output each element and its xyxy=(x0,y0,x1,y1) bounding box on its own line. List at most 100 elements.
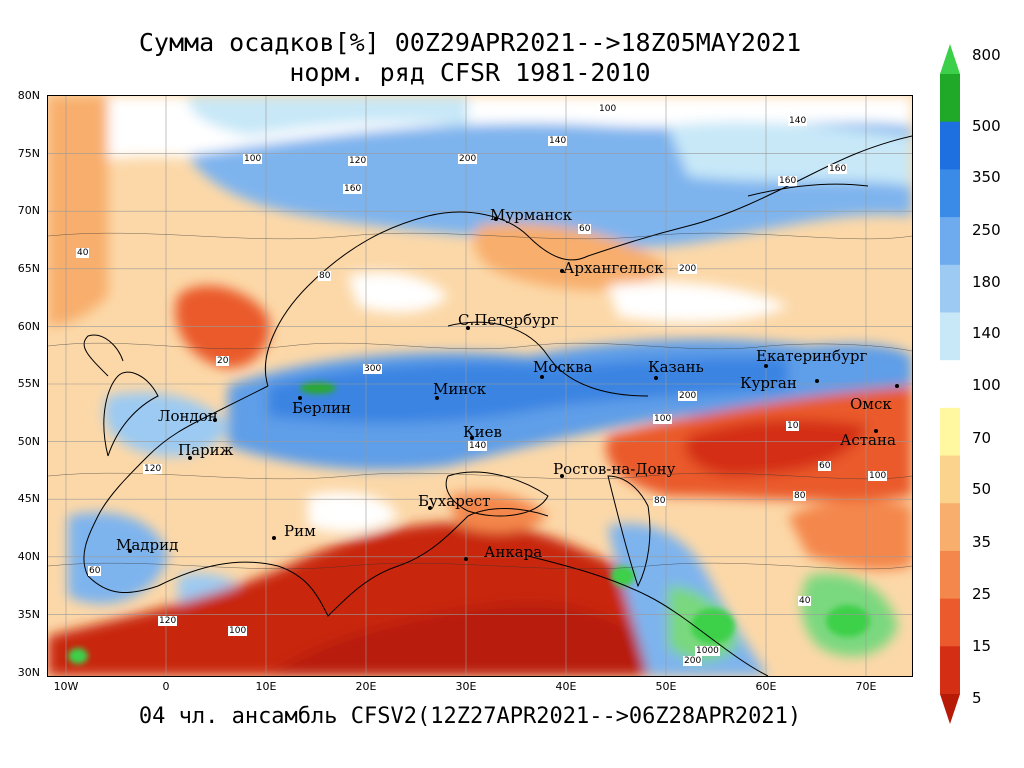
contour-label: 100 xyxy=(243,154,263,164)
city-london: Лондон xyxy=(158,407,218,425)
contour-label: 40 xyxy=(798,596,812,606)
map-canvas xyxy=(48,96,912,676)
city-dot xyxy=(815,379,819,383)
colorbar-label: 15 xyxy=(972,637,992,655)
colorbar-segment xyxy=(940,74,960,123)
colorbar-label: 180 xyxy=(972,273,1001,291)
contour-label: 80 xyxy=(653,496,667,506)
contour-label: 1000 xyxy=(695,646,720,656)
city-dot xyxy=(466,326,470,330)
colorbar-label: 140 xyxy=(972,324,1001,342)
colorbar-label: 100 xyxy=(972,376,1001,394)
colorbar-label: 250 xyxy=(972,221,1001,239)
colorbar-label: 50 xyxy=(972,480,992,498)
lon-label: 10W xyxy=(53,680,79,693)
lon-label: 20E xyxy=(355,680,377,693)
colorbar-label: 500 xyxy=(972,117,1001,135)
lon-label: 10E xyxy=(255,680,277,693)
city-saint-petersburg: С.Петербург xyxy=(458,311,559,329)
city-minsk: Минск xyxy=(433,380,487,398)
city-arkhangelsk: Архангельск xyxy=(563,259,664,277)
colorbar-segment xyxy=(940,44,960,74)
lat-label: 75N xyxy=(17,147,40,160)
city-dot xyxy=(494,217,498,221)
contour-label: 60 xyxy=(818,461,832,471)
colorbar-label: 350 xyxy=(972,168,1001,186)
lat-label: 35N xyxy=(17,608,40,621)
city-murmansk: Мурманск xyxy=(490,206,573,224)
colorbar-segment xyxy=(940,217,960,266)
colorbar-label: 800 xyxy=(972,46,1001,64)
city-dot xyxy=(560,269,564,273)
colorbar-segment xyxy=(940,264,960,313)
contour-label: 40 xyxy=(76,248,90,258)
colorbar-label: 70 xyxy=(972,429,992,447)
city-kiev: Киев xyxy=(463,423,502,441)
city-dot xyxy=(654,376,658,380)
ensemble-caption: 04 чл. ансамбль CFSV2(12Z27APR2021-->06Z… xyxy=(138,704,802,729)
colorbar-label: 5 xyxy=(972,689,982,707)
lon-label: 70E xyxy=(855,680,877,693)
contour-label: 100 xyxy=(598,104,618,114)
city-dot xyxy=(874,429,878,433)
city-dot xyxy=(560,474,564,478)
contour-label: 300 xyxy=(363,364,383,374)
city-omsk: Омск xyxy=(850,395,892,413)
lat-label: 40N xyxy=(17,550,40,563)
lat-label: 70N xyxy=(17,204,40,217)
city-bucharest: Бухарест xyxy=(418,492,491,510)
city-dot xyxy=(464,557,468,561)
city-astana: Астана xyxy=(840,431,896,449)
lon-label: 60E xyxy=(755,680,777,693)
colorbar-label: 35 xyxy=(972,533,992,551)
city-dot xyxy=(298,396,302,400)
city-dot xyxy=(213,418,217,422)
grid-lines xyxy=(48,96,912,676)
contour-label: 100 xyxy=(653,414,673,424)
map-title: Сумма осадков[%] 00Z29APR2021-->18Z05MAY… xyxy=(138,28,802,57)
contour-lines xyxy=(48,232,912,570)
colorbar-segment xyxy=(940,694,960,724)
city-yekaterinburg: Екатеринбург xyxy=(756,347,868,365)
colorbar-segment xyxy=(940,312,960,361)
contour-label: 10 xyxy=(786,421,800,431)
contour-label: 140 xyxy=(788,116,808,126)
city-rome: Рим xyxy=(284,522,316,540)
city-paris: Париж xyxy=(178,441,234,459)
contour-label: 120 xyxy=(143,464,163,474)
city-dot xyxy=(188,456,192,460)
colorbar-segment xyxy=(940,407,960,457)
city-dot xyxy=(272,536,276,540)
contour-label: 100 xyxy=(228,626,248,636)
contour-label: 200 xyxy=(683,656,703,666)
lat-label: 65N xyxy=(17,262,40,275)
city-berlin: Берлин xyxy=(292,399,352,417)
contour-label: 200 xyxy=(678,264,698,274)
city-dot xyxy=(435,396,439,400)
city-kazan: Казань xyxy=(648,358,704,376)
contour-label: 140 xyxy=(548,136,568,146)
contour-label: 200 xyxy=(458,154,478,164)
city-kurgan: Курган xyxy=(740,374,797,392)
contour-label: 120 xyxy=(158,616,178,626)
city-madrid: Мадрид xyxy=(116,536,179,554)
contour-label: 160 xyxy=(778,176,798,186)
lat-label: 45N xyxy=(17,492,40,505)
lon-label: 0 xyxy=(162,680,170,693)
contour-label: 120 xyxy=(348,156,368,166)
colorbar-segment xyxy=(940,646,960,695)
contour-label: 160 xyxy=(828,164,848,174)
colorbar-segment xyxy=(940,360,960,409)
city-dot xyxy=(128,549,132,553)
contour-label: 140 xyxy=(468,441,488,451)
colorbar-segment xyxy=(940,455,960,504)
colorbar-segment xyxy=(940,503,960,552)
lat-label: 30N xyxy=(17,666,40,679)
lon-label: 50E xyxy=(655,680,677,693)
city-dot xyxy=(540,375,544,379)
contour-label: 80 xyxy=(318,271,332,281)
lat-label: 50N xyxy=(17,435,40,448)
colorbar-label: 25 xyxy=(972,585,992,603)
city-rostov: Ростов-на-Дону xyxy=(553,460,676,478)
